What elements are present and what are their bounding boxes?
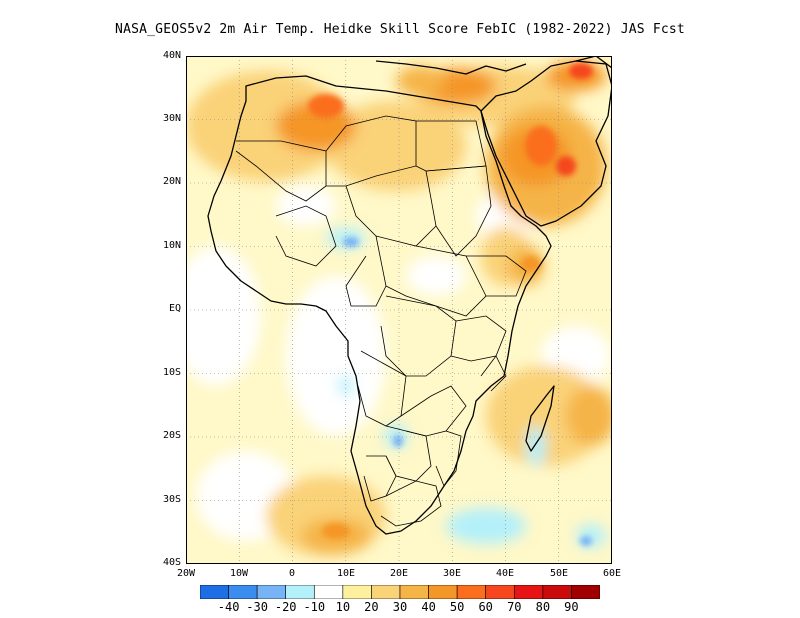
- lon-label-20e: 20E: [389, 568, 409, 579]
- lat-label-10s: 10S: [162, 367, 181, 378]
- colorbar-swatch: [371, 585, 401, 599]
- lat-label-10n: 10N: [162, 240, 181, 251]
- lon-label-10e: 10E: [336, 568, 356, 579]
- colorbar-swatch: [571, 585, 600, 599]
- colorbar-swatch: [428, 585, 458, 599]
- colorbar-swatch: [456, 585, 487, 599]
- colorbar-swatch: [228, 585, 258, 599]
- lon-label-20w: 20W: [176, 568, 196, 579]
- colorbar-label: 60: [478, 600, 493, 614]
- skill-score-map: [186, 56, 612, 564]
- colorbar-swatch: [399, 585, 429, 599]
- skill-shading-detail: [308, 63, 593, 546]
- lat-label-20s: 20S: [162, 430, 181, 441]
- map-panel: [186, 56, 612, 564]
- madagascar-outline: [525, 385, 555, 452]
- colorbar-swatch: [200, 585, 229, 599]
- colorbar-label: 40: [421, 600, 436, 614]
- country-borders: [235, 115, 527, 527]
- lat-label-eq: EQ: [168, 303, 181, 314]
- colorbar-label: -30: [246, 600, 268, 614]
- colorbar-label: -10: [303, 600, 326, 614]
- lon-label-60e: 60E: [602, 568, 622, 579]
- lat-label-30n: 30N: [162, 113, 181, 124]
- lat-label-20n: 20N: [162, 176, 181, 187]
- colorbar-label: 10: [335, 600, 351, 614]
- colorbar-label: -20: [274, 600, 297, 614]
- colorbar-swatch: [313, 585, 344, 599]
- colorbar-swatch: [342, 585, 372, 599]
- lon-label-0: 0: [288, 568, 296, 579]
- lat-label-30s: 30S: [162, 494, 181, 505]
- colorbar-swatch: [513, 585, 544, 599]
- colorbar-label: 70: [507, 600, 522, 614]
- colorbar-swatch: [485, 585, 515, 599]
- lat-label-40n: 40N: [162, 50, 181, 61]
- map-title: NASA_GEOS5v2 2m Air Temp. Heidke Skill S…: [115, 22, 685, 37]
- colorbar-label: -40: [217, 600, 240, 614]
- lat-label-40s: 40S: [162, 557, 181, 568]
- graticule: [186, 56, 612, 564]
- skill-shading: [186, 61, 612, 556]
- lon-label-30e: 30E: [442, 568, 462, 579]
- map-border: [186, 56, 612, 564]
- lon-label-50e: 50E: [549, 568, 569, 579]
- colorbar-label: 20: [364, 600, 379, 614]
- lon-label-10w: 10W: [229, 568, 249, 579]
- coastlines: [207, 56, 612, 535]
- colorbar-swatch: [256, 585, 287, 599]
- colorbar-swatch: [285, 585, 315, 599]
- colorbar-label: 30: [392, 600, 408, 614]
- colorbar-swatch: [542, 585, 572, 599]
- colorbar-label: 50: [449, 600, 465, 614]
- colorbar: [200, 585, 600, 599]
- lon-label-40e: 40E: [495, 568, 515, 579]
- colorbar-label: 80: [535, 600, 551, 614]
- colorbar-label: 90: [564, 600, 579, 614]
